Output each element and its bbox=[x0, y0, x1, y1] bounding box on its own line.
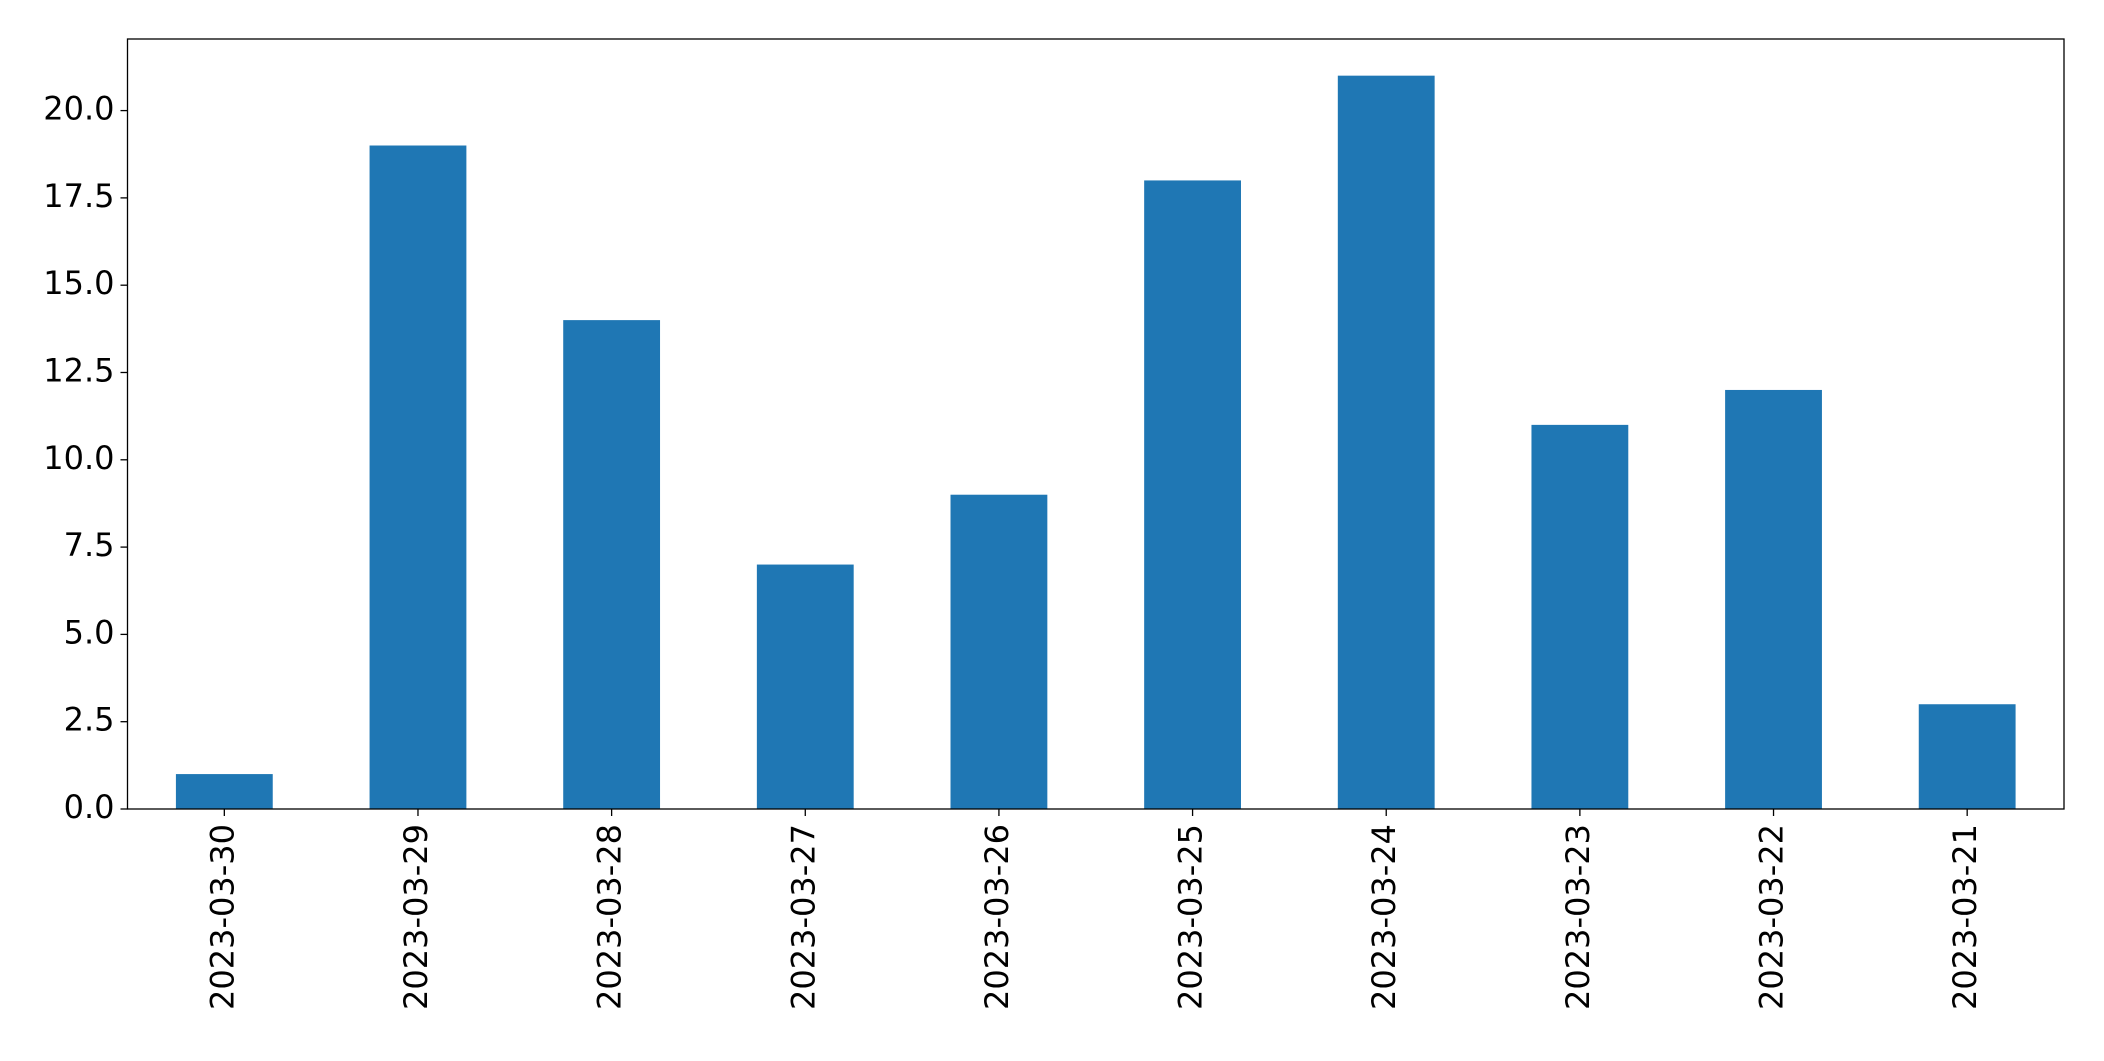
x-tick-label: 2023-03-26 bbox=[978, 824, 1016, 1010]
x-tick-label: 2023-03-29 bbox=[397, 824, 435, 1010]
bar bbox=[175, 774, 273, 809]
x-tick-label: 2023-03-30 bbox=[203, 824, 241, 1010]
x-tick-label: 2023-03-22 bbox=[1753, 824, 1791, 1010]
y-tick-label: 15.0 bbox=[43, 264, 114, 302]
bar bbox=[563, 320, 661, 809]
y-tick-label: 20.0 bbox=[43, 90, 114, 128]
x-tick-label: 2023-03-25 bbox=[1172, 824, 1210, 1010]
x-tick-label: 2023-03-27 bbox=[784, 824, 822, 1010]
x-tick-label: 2023-03-21 bbox=[1946, 824, 1984, 1010]
axes-frame bbox=[126, 38, 2065, 810]
bar bbox=[950, 494, 1048, 809]
x-tick-label: 2023-03-23 bbox=[1559, 824, 1597, 1010]
bar bbox=[1725, 389, 1822, 809]
x-tick-label: 2023-03-28 bbox=[591, 824, 629, 1010]
bar bbox=[369, 145, 467, 809]
bar bbox=[1531, 424, 1629, 809]
bar bbox=[1144, 180, 1241, 809]
x-tick-label: 2023-03-24 bbox=[1365, 824, 1403, 1010]
y-tick-label: 17.5 bbox=[43, 177, 114, 215]
bar bbox=[1337, 75, 1435, 809]
y-tick-label: 10.0 bbox=[43, 439, 114, 477]
y-tick-label: 12.5 bbox=[43, 351, 114, 389]
bar bbox=[756, 564, 854, 809]
y-tick-label: 2.5 bbox=[64, 701, 115, 739]
bar bbox=[1918, 704, 2016, 809]
y-tick-label: 0.0 bbox=[64, 788, 115, 826]
y-tick-label: 5.0 bbox=[64, 613, 115, 651]
y-tick-label: 7.5 bbox=[64, 526, 115, 564]
